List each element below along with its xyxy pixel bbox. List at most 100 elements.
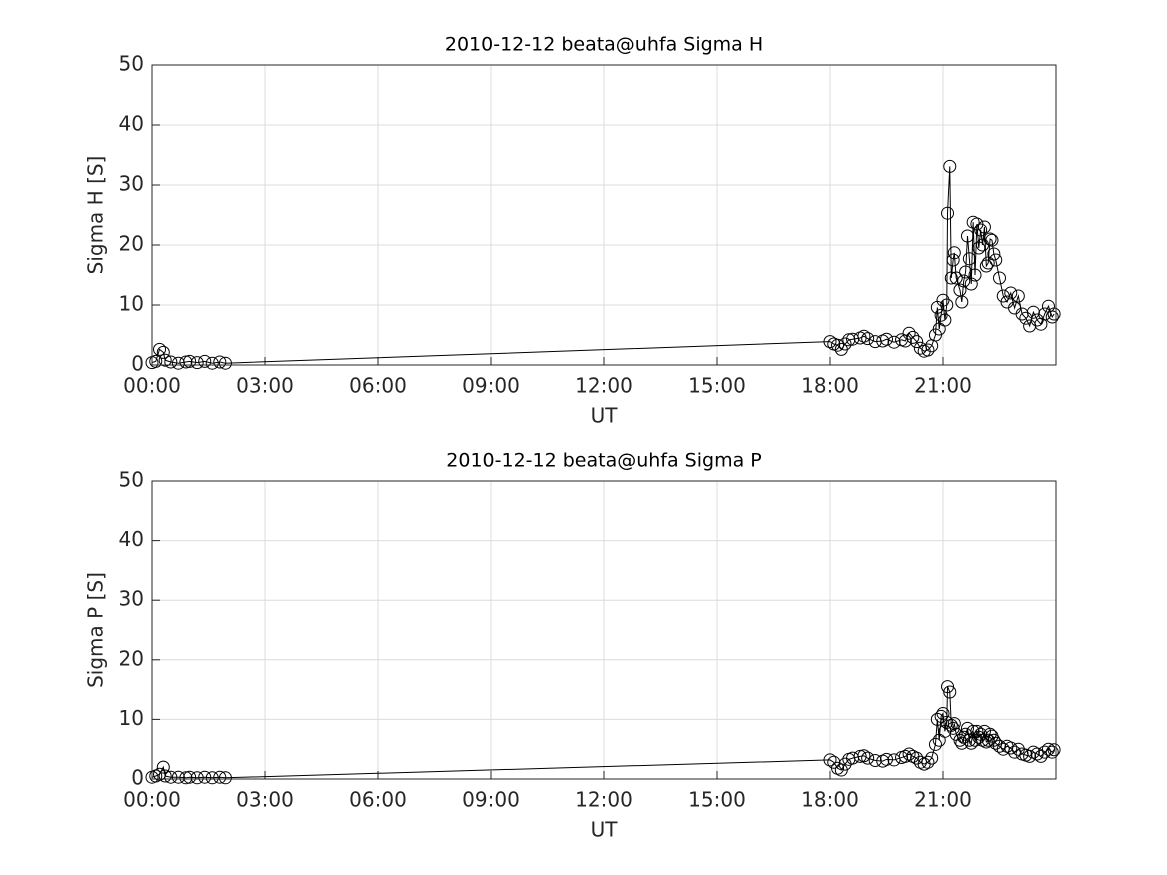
data-point xyxy=(957,274,971,288)
data-point xyxy=(987,247,1001,261)
data-point xyxy=(943,685,957,699)
x-tick-label: 21:00 xyxy=(914,374,972,398)
series xyxy=(145,680,1061,785)
data-point xyxy=(831,338,845,352)
data-point xyxy=(946,721,960,735)
data-point xyxy=(1030,747,1044,761)
x-tick-label: 00:00 xyxy=(123,374,181,398)
x-tick-label: 21:00 xyxy=(914,788,972,812)
x-tick-label: 06:00 xyxy=(349,788,407,812)
data-point xyxy=(179,771,193,785)
data-point xyxy=(1011,289,1025,303)
data-point xyxy=(983,232,997,246)
data-point xyxy=(183,770,197,784)
data-point xyxy=(981,733,995,747)
data-point xyxy=(1045,745,1059,759)
data-point xyxy=(880,332,893,346)
y-tick-label: 30 xyxy=(119,587,144,611)
y-tick-label: 10 xyxy=(119,706,144,730)
data-point xyxy=(1004,286,1018,300)
y-tick-label: 50 xyxy=(119,52,144,76)
data-point xyxy=(857,329,871,343)
x-axis-label: UT xyxy=(591,404,619,428)
y-tick-label: 40 xyxy=(119,112,144,136)
data-point xyxy=(853,749,867,763)
data-point xyxy=(171,770,185,784)
data-point xyxy=(955,736,969,750)
data-point xyxy=(1047,743,1061,757)
data-point xyxy=(941,206,955,220)
x-tick-label: 03:00 xyxy=(236,788,294,812)
data-point xyxy=(921,343,935,357)
data-point xyxy=(158,353,172,367)
data-line xyxy=(151,166,1055,364)
axes-box xyxy=(151,64,1057,366)
data-point xyxy=(1038,745,1052,759)
data-point xyxy=(902,326,916,340)
data-point xyxy=(979,259,993,273)
data-point xyxy=(868,754,882,768)
data-point xyxy=(974,223,988,237)
data-point xyxy=(936,706,950,720)
data-point xyxy=(156,760,170,774)
data-point xyxy=(977,220,991,234)
chart-title: 2010-12-12 beata@uhfa Sigma H xyxy=(445,34,763,56)
y-tick-label: 20 xyxy=(119,232,144,256)
data-point xyxy=(190,771,204,785)
data-point xyxy=(928,737,942,751)
data-point xyxy=(190,356,204,370)
data-point xyxy=(972,241,986,255)
data-point xyxy=(898,334,912,348)
data-point xyxy=(1041,742,1055,756)
y-tick-label: 10 xyxy=(119,292,144,316)
data-point xyxy=(955,295,969,309)
data-point xyxy=(925,751,939,765)
y-tick-label: 30 xyxy=(119,172,144,196)
data-point xyxy=(947,717,961,731)
data-point xyxy=(941,680,955,694)
data-point xyxy=(968,268,982,282)
x-tick-label: 09:00 xyxy=(462,788,520,812)
data-point xyxy=(934,308,948,322)
data-point xyxy=(1038,307,1052,321)
data-point xyxy=(158,769,172,783)
x-tick-label: 03:00 xyxy=(236,374,294,398)
x-axis-label: UT xyxy=(591,818,619,842)
data-point xyxy=(962,252,976,266)
data-point xyxy=(936,293,950,307)
data-point xyxy=(921,755,935,769)
data-point xyxy=(164,770,178,784)
data-point xyxy=(940,298,954,312)
data-point xyxy=(960,229,974,243)
data-point xyxy=(1045,310,1059,324)
y-tick-label: 40 xyxy=(119,527,144,551)
x-tick-label: 12:00 xyxy=(575,374,633,398)
x-tick-label: 15:00 xyxy=(688,374,746,398)
axes-box xyxy=(151,480,1057,780)
data-point xyxy=(198,770,212,784)
data-point xyxy=(857,749,871,763)
y-tick-label: 20 xyxy=(119,646,144,670)
y-axis-label: Sigma H [S] xyxy=(84,156,108,275)
data-point xyxy=(880,752,893,766)
axes: 00:00 03:00 06:00 09:00 12:00 15:00 18:00 21:00… xyxy=(84,450,1061,842)
data-point xyxy=(910,335,924,349)
x-tick-label: 09:00 xyxy=(462,374,520,398)
y-tick-label: 0 xyxy=(131,352,144,376)
data-point xyxy=(183,354,197,368)
data-point xyxy=(205,771,219,785)
data-point xyxy=(179,355,193,369)
data-point xyxy=(947,246,961,260)
x-tick-label: 06:00 xyxy=(349,374,407,398)
data-point xyxy=(218,771,232,785)
y-tick-label: 50 xyxy=(119,468,144,492)
data-point xyxy=(962,733,976,747)
data-point xyxy=(213,770,227,784)
data-point xyxy=(964,277,978,291)
data-point xyxy=(989,253,1003,267)
data-point xyxy=(153,342,167,356)
data-point xyxy=(218,356,232,370)
chart-title: 2010-12-12 beata@uhfa Sigma P xyxy=(446,450,761,472)
